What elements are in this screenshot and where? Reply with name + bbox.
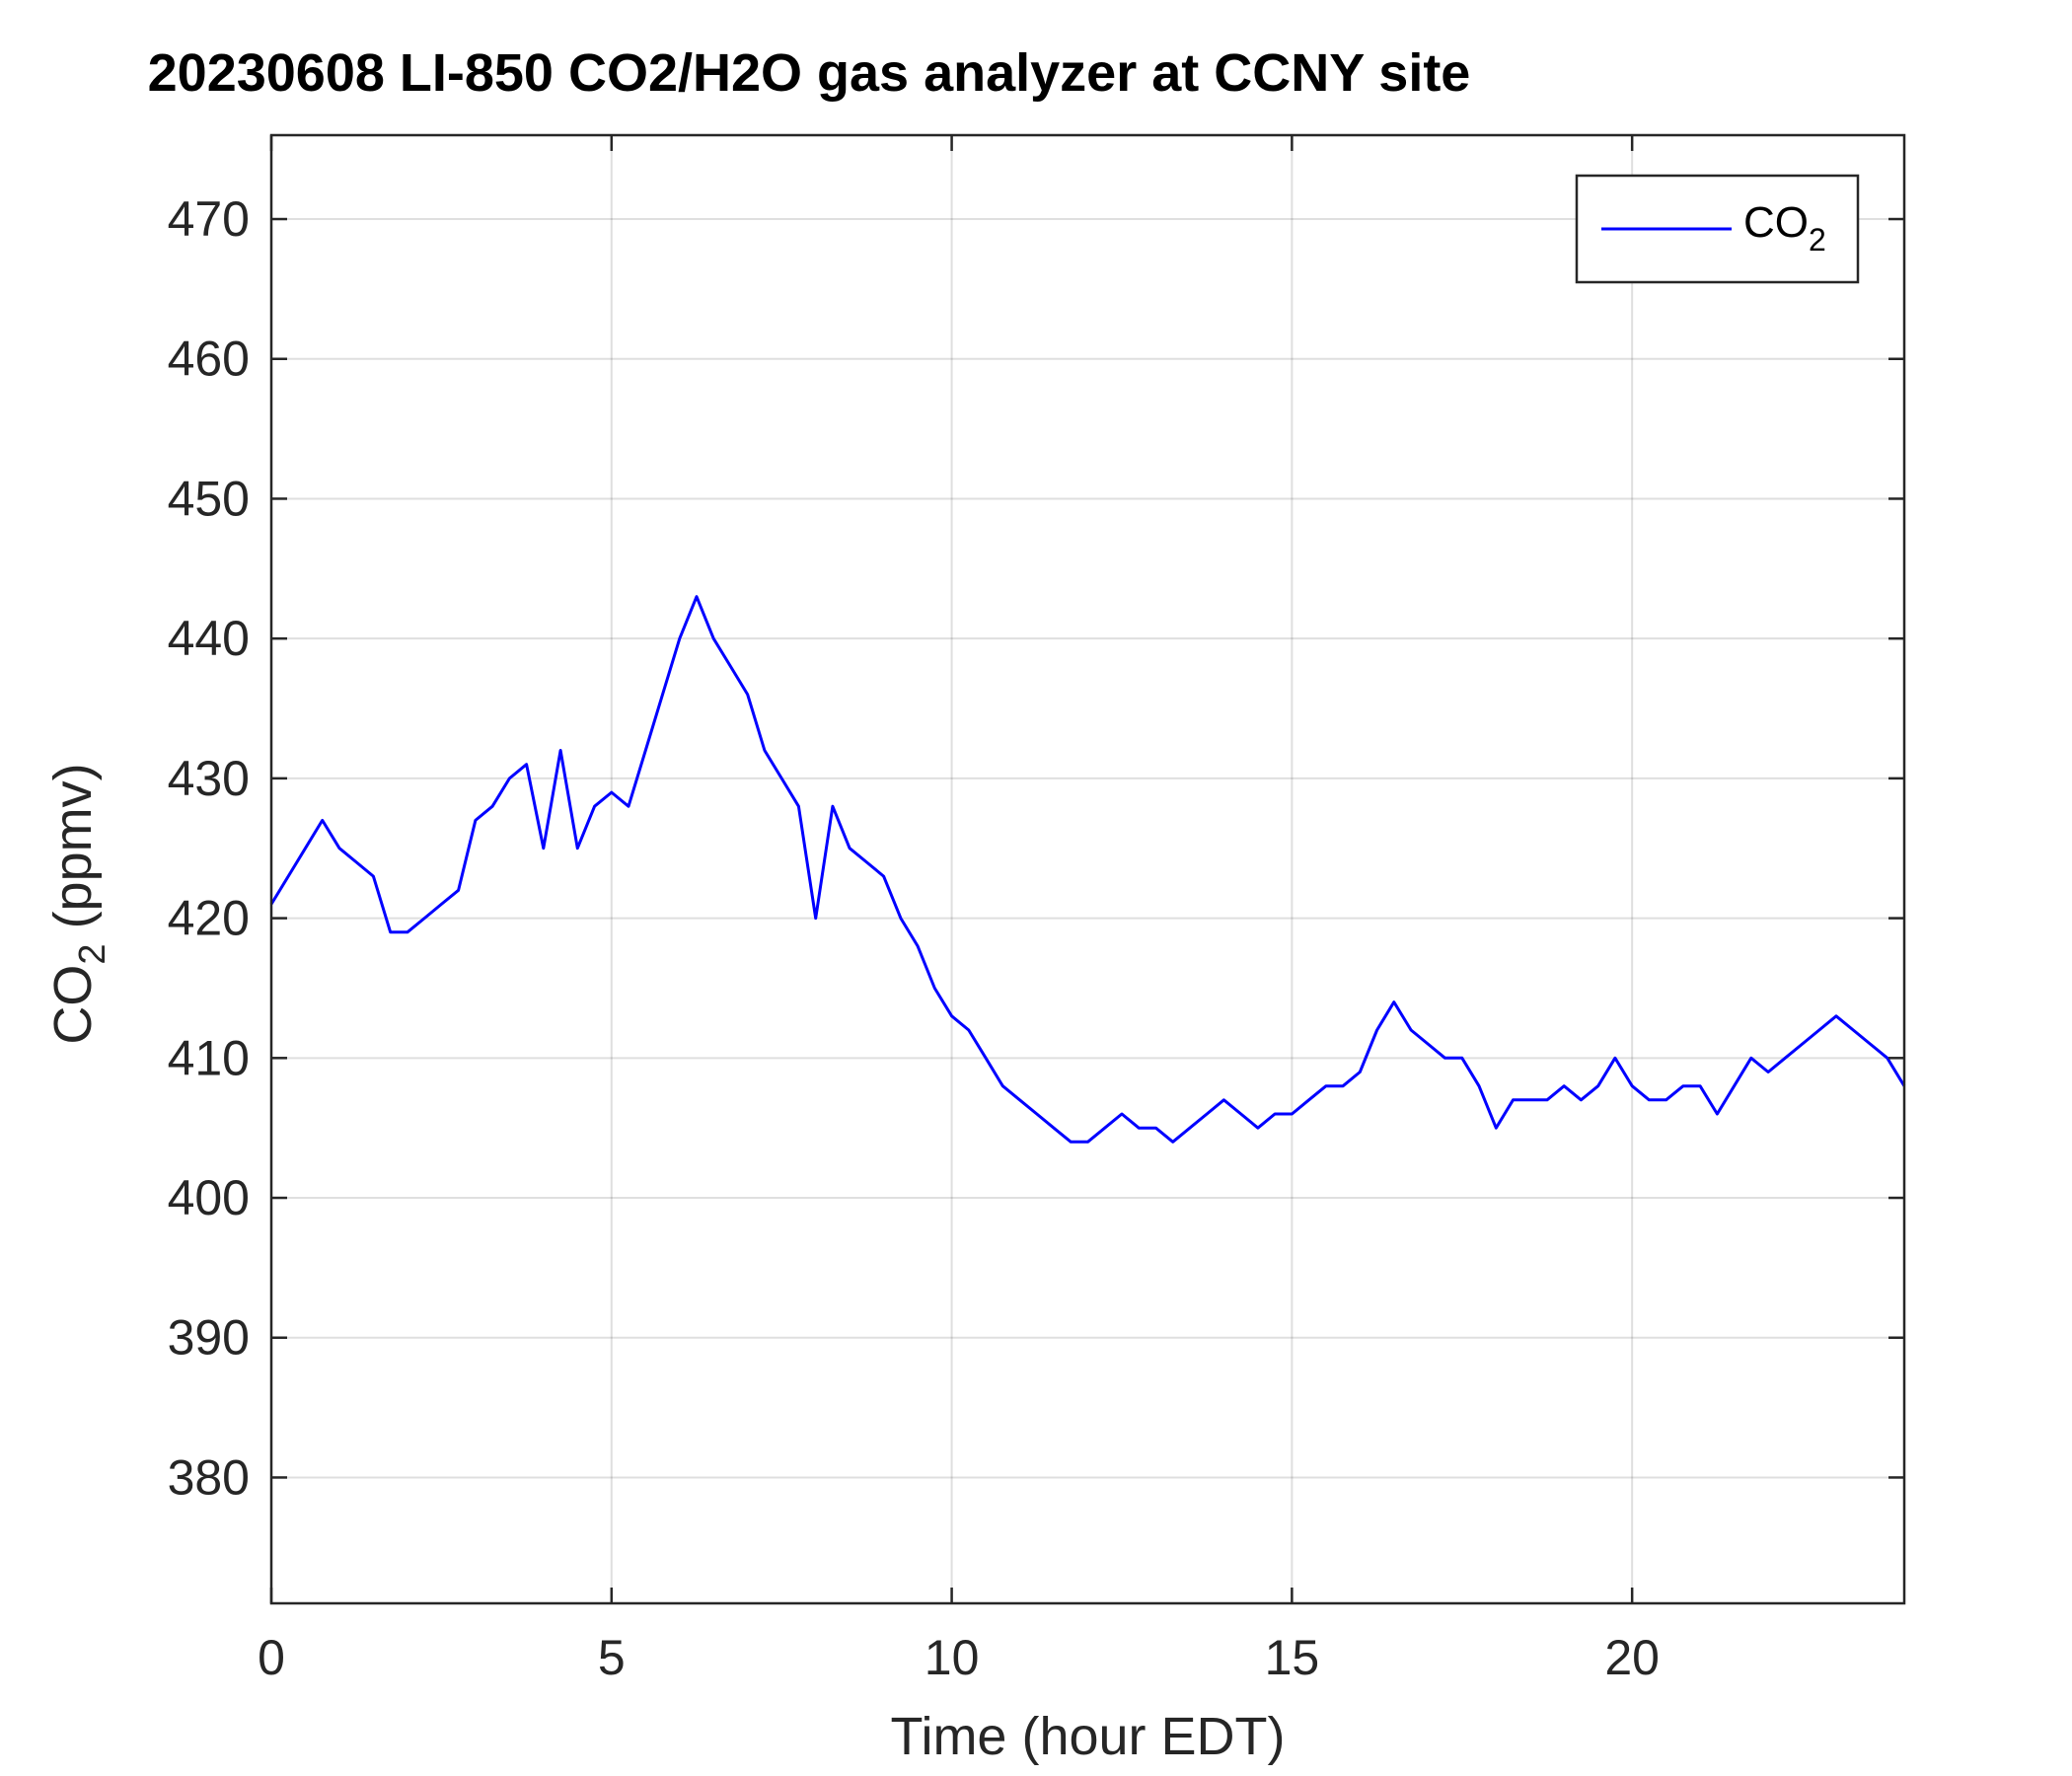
y-tick-label: 450 (168, 471, 250, 526)
y-axis-label-subscript: 2 (72, 943, 113, 964)
y-tick-label: 430 (168, 751, 250, 806)
legend-label-subscript: 2 (1809, 222, 1826, 258)
series-line-0 (269, 595, 1906, 1144)
x-tick-label: 10 (925, 1630, 980, 1685)
x-axis-label: Time (hour EDT) (890, 1707, 1285, 1766)
legend-label-co2: CO2 (1743, 198, 1826, 258)
y-tick-labels: 380 390 400 410 420 430 440 450 460 470 (168, 191, 250, 1505)
legend-label-base: CO (1743, 198, 1809, 247)
grid-lines (270, 135, 1904, 1603)
y-tick-label: 400 (168, 1170, 250, 1225)
plot-frame (269, 133, 1906, 1605)
x-tick-label: 20 (1604, 1630, 1660, 1685)
x-tick-label: 15 (1265, 1630, 1320, 1685)
y-tick-label: 410 (168, 1030, 250, 1085)
x-tick-label: 5 (598, 1630, 626, 1685)
y-tick-label: 390 (168, 1310, 250, 1366)
y-axis-label-rest: (ppmv) (43, 763, 103, 943)
legend: CO2 (1575, 174, 1860, 284)
y-tick-label: 440 (168, 611, 250, 666)
x-tick-labels: 0 5 10 15 20 (258, 1630, 1660, 1685)
y-tick-label: 420 (168, 891, 250, 946)
y-axis-label: CO2 (ppmv) (43, 763, 113, 1044)
x-tick-label: 0 (258, 1630, 285, 1685)
chart-title: 20230608 LI-850 CO2/H2O gas analyzer at … (148, 43, 1471, 103)
y-tick-label: 460 (168, 332, 250, 387)
y-tick-label: 380 (168, 1449, 250, 1505)
series-layer (269, 595, 1906, 1144)
y-axis-label-base: CO (43, 965, 103, 1045)
tick-marks (269, 135, 1904, 1603)
y-tick-label: 470 (168, 191, 250, 247)
plot-area (271, 135, 1904, 1603)
